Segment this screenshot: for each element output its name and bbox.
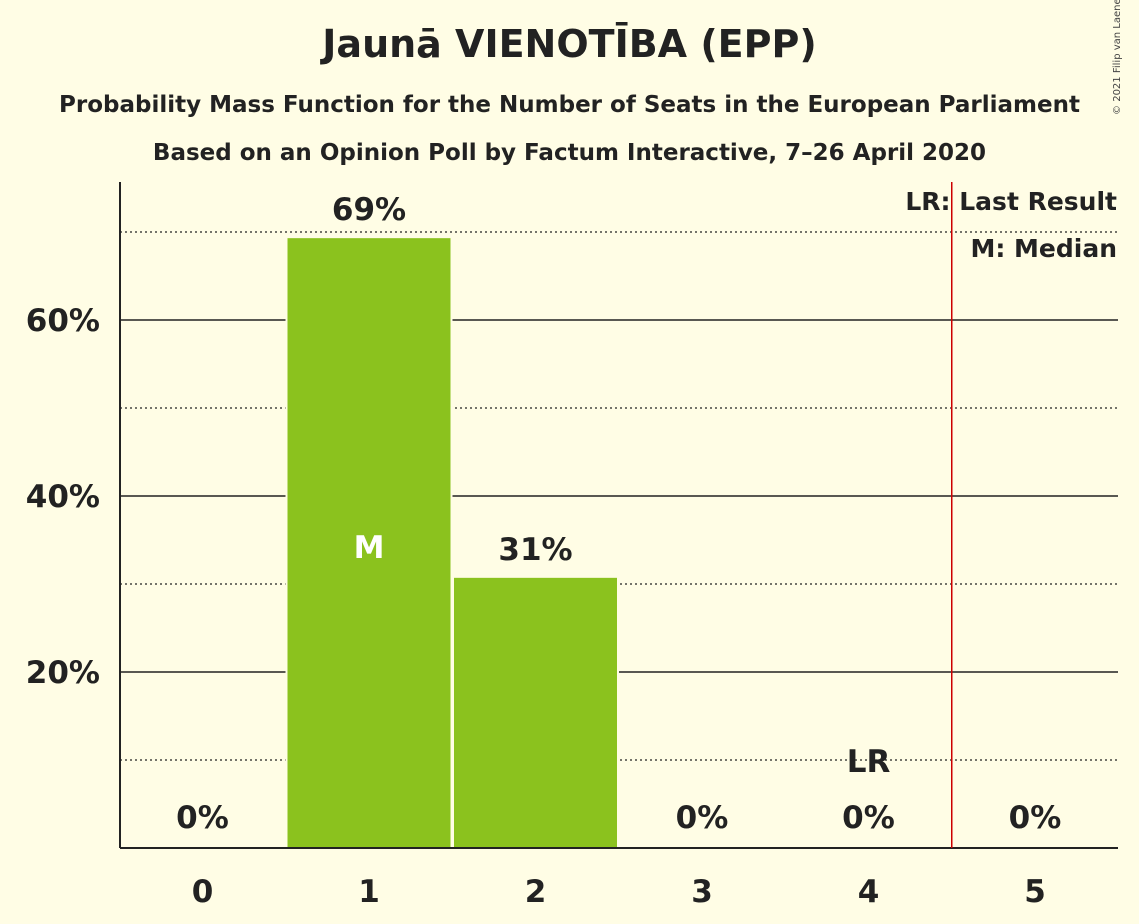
bar-seat-2 [454,577,617,848]
y-tick-label-0: 20% [26,655,100,691]
value-label-3: 0% [676,800,729,836]
chart-source-subtitle: Based on an Opinion Poll by Factum Inter… [152,140,987,166]
last-result-marker: LR [847,744,891,780]
value-label-4: 0% [842,800,895,836]
legend-median: M: Median [970,234,1117,263]
value-label-1: 69% [332,192,406,228]
x-tick-label-0: 0 [192,874,214,910]
x-tick-label-2: 2 [525,874,547,910]
y-tick-label-1: 40% [26,479,100,515]
y-tick-label-2: 60% [26,303,100,339]
x-tick-label-1: 1 [358,874,380,910]
value-label-5: 0% [1009,800,1062,836]
value-label-2: 31% [498,532,572,568]
legend-last-result: LR: Last Result [905,187,1117,216]
median-marker: M [354,530,385,566]
chart-subtitle: Probability Mass Function for the Number… [59,92,1080,118]
x-tick-label-3: 3 [691,874,713,910]
value-label-0: 0% [176,800,229,836]
x-tick-label-4: 4 [858,874,880,910]
chart-title: Jaunā VIENOTĪBA (EPP) [322,22,817,66]
bar-seat-1 [287,238,451,848]
x-tick-label-5: 5 [1024,874,1046,910]
